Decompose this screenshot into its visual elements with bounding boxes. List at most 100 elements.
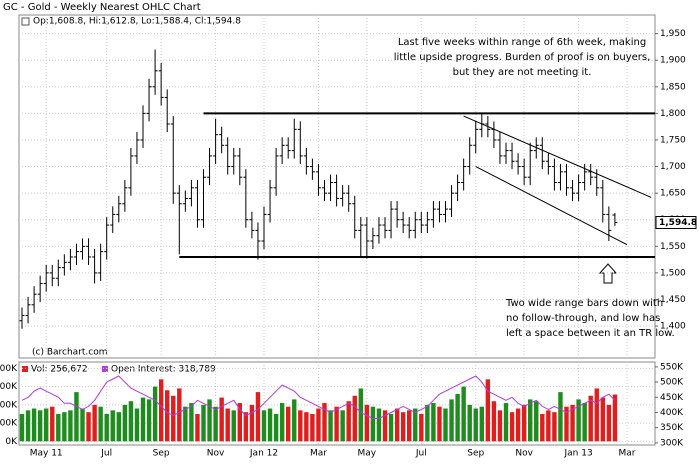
volume-bar bbox=[273, 413, 279, 442]
volume-bar bbox=[322, 403, 327, 442]
volume-bar bbox=[195, 413, 200, 442]
volume-bar bbox=[146, 399, 152, 442]
volume-bar bbox=[443, 408, 448, 442]
volume-bar bbox=[98, 406, 103, 442]
volume-bar bbox=[19, 413, 25, 442]
volume-bar bbox=[431, 403, 436, 442]
volume-bar bbox=[171, 395, 176, 442]
volume-bar bbox=[225, 408, 230, 442]
volume-bar bbox=[576, 399, 581, 442]
last-price-box bbox=[655, 216, 697, 230]
x-tick-label: Jul bbox=[415, 449, 427, 459]
x-tick-label: Jan 13 bbox=[564, 449, 593, 459]
volume-bar bbox=[261, 410, 267, 442]
volume-bar bbox=[570, 404, 575, 442]
ohlc-legend: Op:1,608.8, Hi:1,612.8, Lo:1,588.4, Cl:1… bbox=[33, 17, 241, 27]
volume-bar bbox=[485, 379, 491, 442]
volume-bar bbox=[334, 406, 339, 442]
volume-bar bbox=[612, 394, 618, 442]
volume-bar bbox=[491, 401, 497, 442]
volume-bar bbox=[50, 406, 55, 442]
last-price-label: 1,594.8 bbox=[659, 218, 697, 228]
volume-bar bbox=[165, 390, 170, 442]
volume-bar bbox=[310, 413, 315, 442]
volume-bar bbox=[340, 410, 345, 442]
volume-bar bbox=[582, 403, 587, 442]
y2-tick-label: 350K bbox=[660, 423, 684, 433]
annotation: no follow-through, and low has bbox=[506, 313, 660, 324]
volume-bar bbox=[521, 404, 527, 442]
vol-tick-label: 200K bbox=[0, 400, 18, 410]
vol-tick-label: 0K bbox=[5, 437, 18, 447]
volume-bar bbox=[267, 408, 273, 442]
volume-bar bbox=[606, 404, 612, 442]
volume-bar bbox=[534, 401, 539, 442]
volume-bar bbox=[400, 412, 406, 442]
volume-bar bbox=[461, 386, 466, 442]
y-tick-label: 1,900 bbox=[660, 56, 686, 66]
volume-bar bbox=[407, 410, 412, 442]
volume-bar bbox=[540, 413, 545, 442]
volume-bar bbox=[594, 388, 599, 442]
volume-bar bbox=[213, 406, 218, 442]
volume-bar bbox=[588, 395, 593, 442]
volume-bar bbox=[455, 393, 460, 442]
vol-tick-label: 100K bbox=[0, 419, 18, 429]
volume-bar bbox=[467, 404, 472, 442]
volume-bar bbox=[425, 404, 430, 442]
volume-bar bbox=[552, 412, 557, 442]
volume-bar bbox=[382, 410, 388, 442]
channel-line bbox=[463, 115, 652, 198]
x-tick-label: Mar bbox=[619, 449, 636, 459]
volume-bar bbox=[316, 408, 321, 442]
volume-bar bbox=[564, 406, 569, 442]
volume-bar bbox=[110, 410, 115, 442]
y-tick-label: 1,950 bbox=[660, 29, 686, 39]
x-tick-label: Sep bbox=[467, 449, 484, 459]
arrow bbox=[598, 263, 618, 284]
y2-tick-label: 500K bbox=[660, 378, 684, 388]
volume-bar bbox=[189, 403, 194, 442]
volume-bar bbox=[243, 412, 249, 442]
volume-bar bbox=[62, 412, 67, 442]
volume-bar bbox=[292, 399, 297, 442]
volume-bar bbox=[600, 397, 605, 442]
volume-bar bbox=[25, 410, 31, 442]
volume-bar bbox=[74, 392, 79, 442]
volume-bar bbox=[413, 408, 418, 442]
volume-bar bbox=[122, 404, 128, 442]
y-tick-label: 1,850 bbox=[660, 82, 686, 92]
vol-tick-label: 300K bbox=[0, 382, 18, 392]
volume-bar bbox=[352, 395, 357, 442]
y-tick-label: 1,550 bbox=[660, 242, 686, 252]
volume-bar bbox=[158, 379, 164, 442]
volume-bar bbox=[86, 412, 91, 442]
y2-tick-label: 300K bbox=[660, 438, 684, 448]
volume-bar bbox=[304, 412, 309, 442]
volume-bar bbox=[370, 406, 376, 442]
volume-bar bbox=[394, 408, 400, 442]
volume-bar bbox=[503, 403, 509, 442]
volume-bar bbox=[92, 404, 97, 442]
oi-legend: Open Interest: 318,789 bbox=[111, 365, 216, 375]
volume-bar bbox=[128, 401, 134, 442]
y-tick-label: 1,650 bbox=[660, 189, 686, 199]
y-tick-label: 1,400 bbox=[660, 322, 686, 332]
volume-bar bbox=[346, 401, 351, 442]
volume-bar bbox=[255, 392, 261, 442]
volume-bar bbox=[388, 413, 394, 442]
volume-bar bbox=[358, 388, 363, 442]
volume-bar bbox=[231, 410, 236, 442]
x-tick-label: Nov bbox=[207, 449, 225, 459]
copyright: (c) Barchart.com bbox=[32, 348, 108, 358]
volume-bar bbox=[364, 404, 370, 442]
volume-bar bbox=[449, 399, 454, 442]
volume-bar bbox=[31, 408, 37, 442]
volume-bar bbox=[140, 397, 146, 442]
volume-bar bbox=[419, 413, 424, 442]
volume-panel bbox=[18, 361, 656, 446]
volume-bar bbox=[56, 413, 61, 442]
legend-box bbox=[21, 17, 30, 26]
volume-bar bbox=[509, 412, 515, 442]
